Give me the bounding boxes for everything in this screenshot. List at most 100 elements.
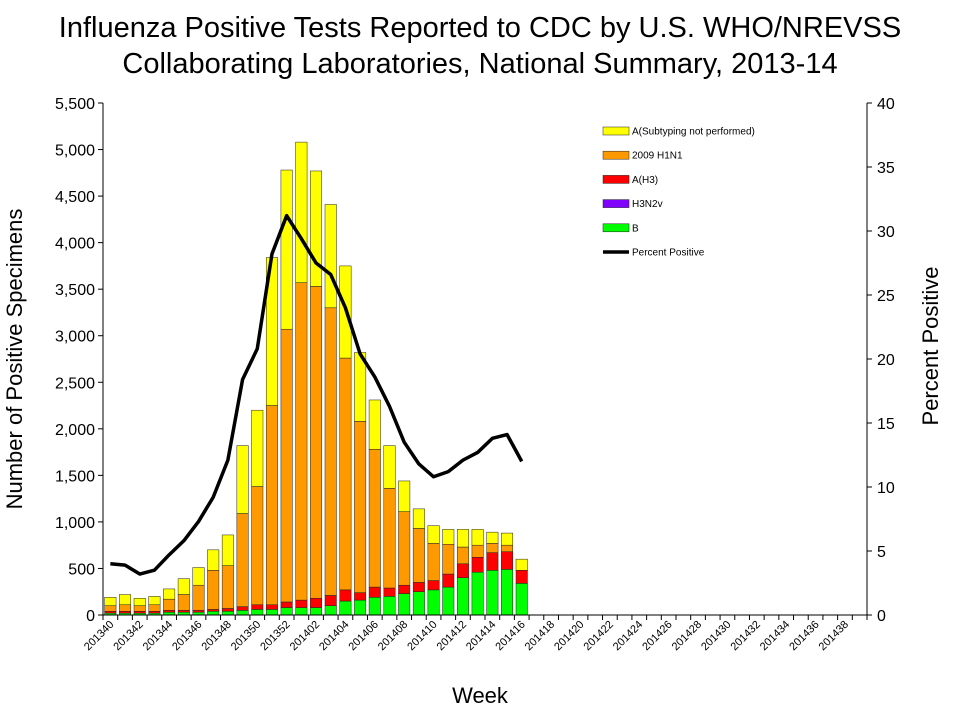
bar-a-h3--201351 xyxy=(265,604,278,610)
x-tick-label: 201348 xyxy=(200,619,234,653)
bar-a-subtyping-not-performed--201343 xyxy=(148,596,161,606)
y-tick-label: 1,000 xyxy=(55,515,95,532)
y2-tick-label: 25 xyxy=(877,288,895,305)
bar-a-h3--201405 xyxy=(354,592,367,601)
bar-a-subtyping-not-performed--201414 xyxy=(486,531,499,544)
bar-2009-h1n1-201403 xyxy=(324,307,337,596)
x-tick-label: 201424 xyxy=(611,619,645,653)
bar-b-201352 xyxy=(280,607,293,616)
y-tick-label: 0 xyxy=(86,608,95,625)
legend-2009-h1n1-label: 2009 H1N1 xyxy=(632,151,683,162)
bar-a-subtyping-not-performed--201407 xyxy=(383,445,396,489)
x-tick-label: 201342 xyxy=(111,619,145,653)
chart-title-line2: Collaborating Laboratories, National Sum… xyxy=(122,48,838,80)
legend-percent-positive-label: Percent Positive xyxy=(632,248,705,259)
bar-a-h3--201410 xyxy=(427,580,440,591)
bar-b-201408 xyxy=(398,593,411,616)
x-tick-label: 201412 xyxy=(435,619,469,653)
legend-a-subtyping-not-performed--swatch xyxy=(602,126,630,136)
x-tick-label: 201402 xyxy=(288,619,322,653)
bar-2009-h1n1-201407 xyxy=(383,488,396,589)
bar-2009-h1n1-201346 xyxy=(192,584,205,611)
bar-b-201401 xyxy=(295,607,308,616)
bar-2009-h1n1-201414 xyxy=(486,543,499,553)
bar-2009-h1n1-201350 xyxy=(251,486,264,606)
bar-a-h3--201343 xyxy=(148,611,161,614)
bar-a-h3--201348 xyxy=(221,608,234,612)
bar-a-h3--201406 xyxy=(368,586,381,598)
x-tick-label: 201432 xyxy=(728,619,762,653)
bar-2009-h1n1-201415 xyxy=(501,544,514,552)
bar-b-201410 xyxy=(427,589,440,616)
bar-a-subtyping-not-performed--201402 xyxy=(310,170,323,287)
y-tick-label: 2,500 xyxy=(55,375,95,392)
x-axis-title: Week xyxy=(452,683,509,708)
x-tick-label: 201416 xyxy=(493,619,527,653)
x-tick-label: 201438 xyxy=(817,619,851,653)
x-tick-label: 201428 xyxy=(670,619,704,653)
bar-a-subtyping-not-performed--201411 xyxy=(442,529,455,545)
legend-a-h3--label: A(H3) xyxy=(632,175,658,186)
bar-a-h3--201403 xyxy=(324,595,337,606)
bar-2009-h1n1-201341 xyxy=(119,604,132,612)
bar-a-h3--201344 xyxy=(163,610,176,613)
x-tick-label: 201346 xyxy=(170,619,204,653)
bar-b-201351 xyxy=(265,609,278,616)
x-tick-label: 201418 xyxy=(523,619,557,653)
bar-2009-h1n1-201342 xyxy=(133,605,146,612)
bar-a-subtyping-not-performed--201409 xyxy=(412,508,425,529)
legend-a-h3--swatch xyxy=(602,175,630,184)
bar-a-h3--201414 xyxy=(486,552,499,571)
legend-2009-h1n1-swatch xyxy=(602,150,630,160)
bar-b-201350 xyxy=(251,609,264,616)
bar-a-h3--201415 xyxy=(501,551,514,570)
x-tick-label: 201434 xyxy=(758,619,792,653)
bar-a-subtyping-not-performed--201341 xyxy=(119,594,132,606)
bar-2009-h1n1-201352 xyxy=(280,328,293,603)
y2-tick-label: 15 xyxy=(877,416,895,433)
bar-2009-h1n1-201351 xyxy=(265,405,278,606)
legend-a-subtyping-not-performed--label: A(Subtyping not performed) xyxy=(632,127,755,138)
bar-2009-h1n1-201405 xyxy=(354,421,367,593)
bar-b-201402 xyxy=(310,607,323,616)
x-tick-label: 201436 xyxy=(787,619,821,653)
y-tick-label: 5,500 xyxy=(55,96,95,113)
bar-a-h3--201404 xyxy=(339,589,352,602)
bar-a-subtyping-not-performed--201401 xyxy=(295,141,308,283)
y2-tick-label: 20 xyxy=(877,352,895,369)
y-tick-label: 3,000 xyxy=(55,329,95,346)
bar-2009-h1n1-201340 xyxy=(104,605,117,612)
bar-2009-h1n1-201345 xyxy=(177,594,190,611)
bar-a-h3--201341 xyxy=(119,611,132,614)
bar-a-h3--201345 xyxy=(177,610,190,613)
bar-b-201415 xyxy=(501,569,514,616)
legend-b-label: B xyxy=(632,223,639,234)
legend-h3n2v-label: H3N2v xyxy=(632,199,663,210)
bar-a-h3--201346 xyxy=(192,610,205,613)
bar-b-201403 xyxy=(324,605,337,616)
bar-a-h3--201412 xyxy=(456,563,469,579)
bar-a-subtyping-not-performed--201347 xyxy=(207,549,220,571)
bar-a-h3--201413 xyxy=(471,557,484,573)
x-tick-label: 201426 xyxy=(640,619,674,653)
y2-tick-label: 5 xyxy=(877,544,886,561)
bar-b-201416 xyxy=(515,583,528,616)
y2-tick-label: 35 xyxy=(877,160,895,177)
bar-b-201409 xyxy=(412,591,425,616)
x-tick-label: 201404 xyxy=(317,619,351,653)
y2-tick-label: 40 xyxy=(877,96,895,113)
bar-2009-h1n1-201402 xyxy=(310,286,323,599)
x-tick-label: 201410 xyxy=(405,619,439,653)
bar-a-subtyping-not-performed--201342 xyxy=(133,597,146,606)
bar-a-subtyping-not-performed--201346 xyxy=(192,567,205,586)
bar-a-h3--201401 xyxy=(295,599,308,608)
x-tick-label: 201406 xyxy=(346,619,380,653)
bar-2009-h1n1-201348 xyxy=(221,565,234,609)
y-tick-label: 2,000 xyxy=(55,422,95,439)
bar-a-h3--201347 xyxy=(207,609,220,612)
bar-b-201348 xyxy=(221,611,234,616)
bar-a-subtyping-not-performed--201350 xyxy=(251,409,264,487)
legend-h3n2v-swatch xyxy=(602,199,630,208)
x-tick-label: 201352 xyxy=(258,619,292,653)
bar-2009-h1n1-201410 xyxy=(427,543,440,581)
